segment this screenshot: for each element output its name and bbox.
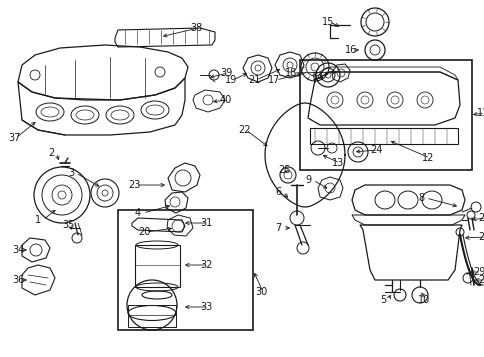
Text: 39: 39 (220, 68, 232, 78)
Text: 29: 29 (472, 267, 484, 277)
Text: 21: 21 (247, 75, 260, 85)
Text: 8: 8 (417, 193, 423, 203)
Text: 28: 28 (477, 275, 484, 285)
Bar (135, 245, 180, 287)
Bar (118, 210, 253, 330)
Text: 1: 1 (35, 215, 41, 225)
Text: 14: 14 (311, 72, 324, 82)
Text: 40: 40 (220, 95, 232, 105)
Text: 4: 4 (135, 208, 141, 218)
Text: 9: 9 (304, 175, 310, 185)
Text: 37: 37 (8, 133, 20, 143)
Text: 5: 5 (379, 295, 385, 305)
Text: 27: 27 (477, 232, 484, 242)
Text: 30: 30 (255, 287, 267, 297)
Text: 16: 16 (344, 45, 357, 55)
Bar (300, 60, 471, 170)
Text: 26: 26 (477, 213, 484, 223)
Text: 23: 23 (128, 180, 140, 190)
Text: 36: 36 (12, 275, 24, 285)
Text: 10: 10 (417, 295, 429, 305)
Bar (128, 305, 176, 327)
Text: 18: 18 (285, 68, 297, 78)
Text: 31: 31 (199, 218, 212, 228)
Text: 3: 3 (68, 168, 74, 178)
Text: 15: 15 (321, 17, 333, 27)
Text: 32: 32 (199, 260, 212, 270)
Text: 25: 25 (277, 165, 290, 175)
Bar (309, 128, 457, 144)
Text: 22: 22 (238, 125, 250, 135)
Text: 12: 12 (421, 153, 434, 163)
Text: 17: 17 (268, 75, 280, 85)
Text: 34: 34 (12, 245, 24, 255)
Text: 38: 38 (190, 23, 202, 33)
Text: 20: 20 (138, 227, 150, 237)
Text: 24: 24 (369, 145, 381, 155)
Text: 6: 6 (274, 187, 281, 197)
Text: 33: 33 (199, 302, 212, 312)
Text: 11: 11 (476, 108, 484, 118)
Text: 35: 35 (62, 220, 74, 230)
Text: 13: 13 (332, 158, 344, 168)
Text: 19: 19 (225, 75, 237, 85)
Text: 2: 2 (48, 148, 54, 158)
Text: 7: 7 (274, 223, 281, 233)
